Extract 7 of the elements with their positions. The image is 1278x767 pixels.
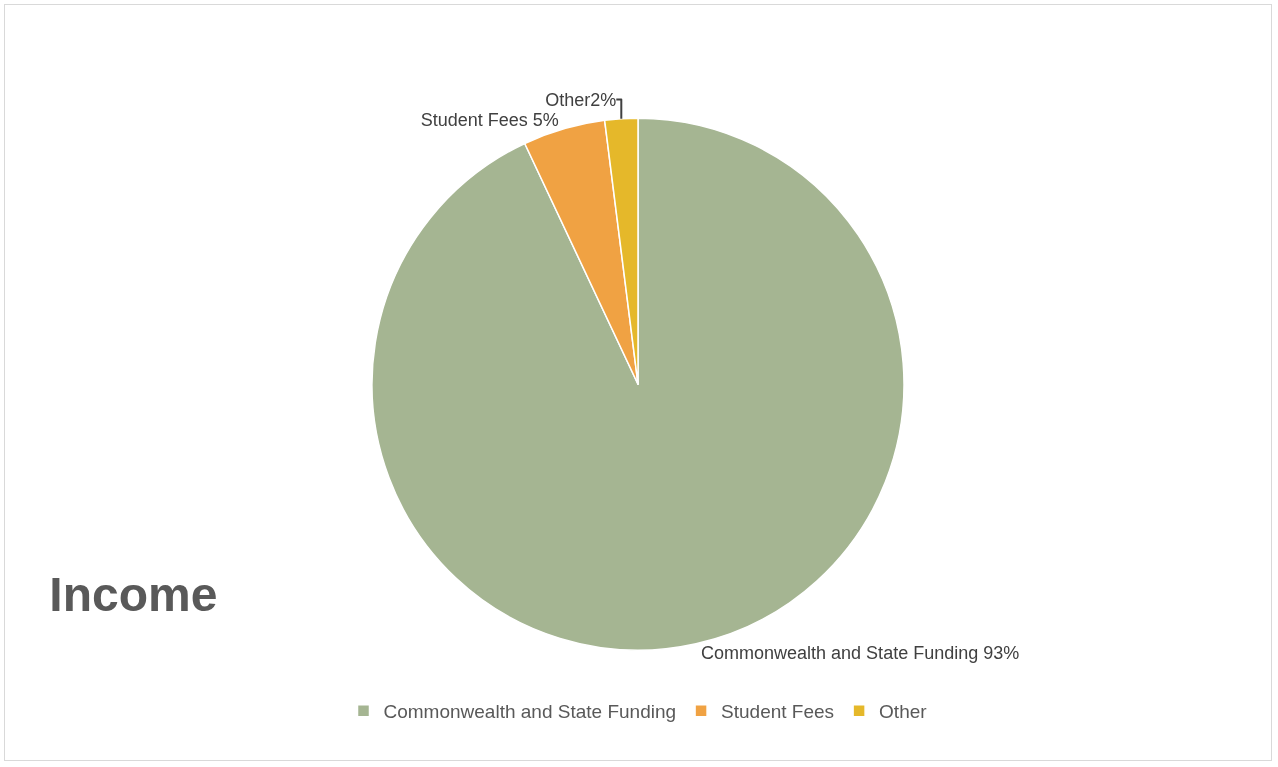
legend-label: Commonwealth and State Funding [383,701,677,723]
legend-label: Student Fees [721,701,835,723]
data-label: Commonwealth and State Funding 93% [701,643,1020,664]
text: Income [49,567,218,621]
legend-label: Other [879,701,928,723]
data-label: Student Fees 5% [420,109,559,130]
data-label: Other2% [545,89,617,110]
